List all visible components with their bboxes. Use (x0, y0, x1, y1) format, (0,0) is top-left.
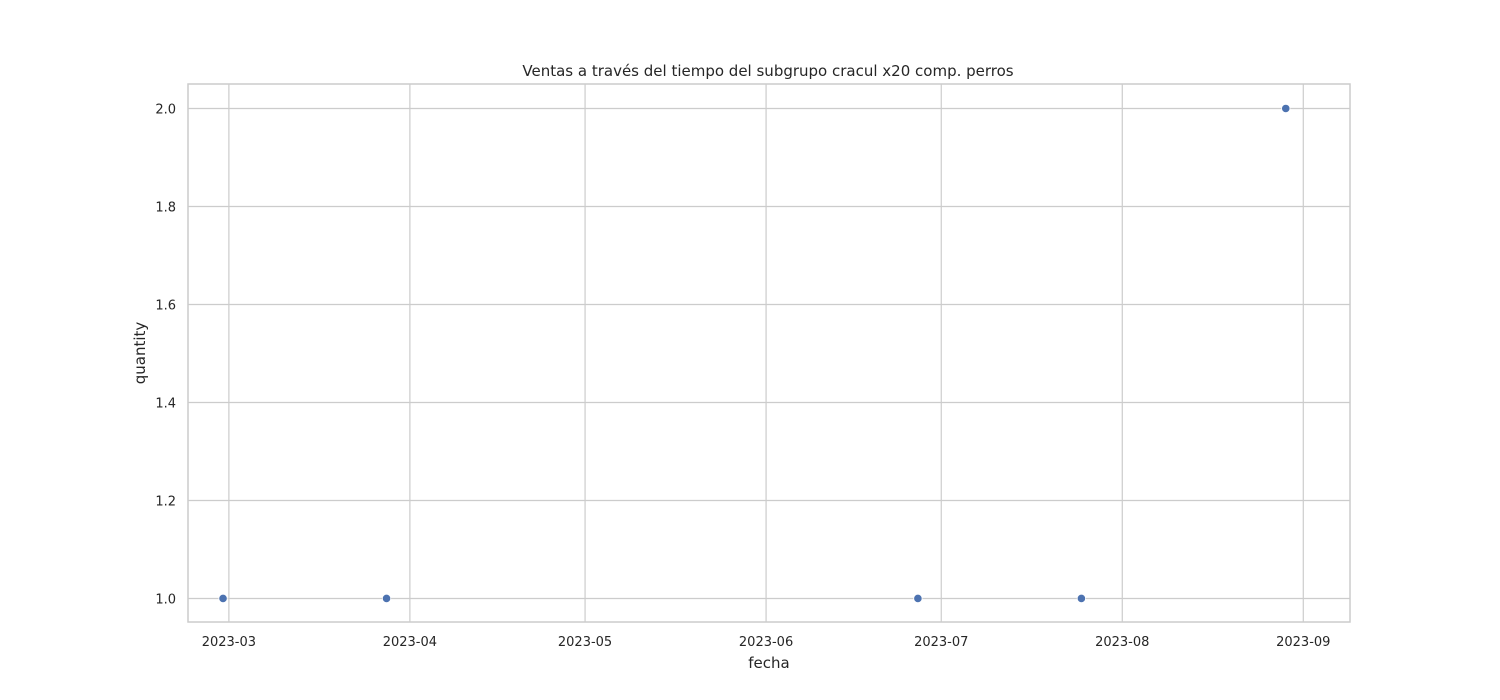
data-point (381, 593, 392, 604)
data-points (218, 103, 1291, 604)
y-tick-label: 1.4 (155, 396, 176, 411)
x-tick-label: 2023-08 (1095, 635, 1149, 650)
x-tick-label: 2023-07 (914, 635, 968, 650)
data-point (913, 593, 923, 604)
y-tick-label: 2.0 (155, 102, 176, 117)
x-tick-label: 2023-06 (739, 635, 793, 650)
y-tick-label: 1.2 (155, 494, 176, 509)
x-tick-label: 2023-03 (202, 635, 256, 650)
x-axis-label: fecha (748, 654, 789, 672)
x-tick-label: 2023-05 (558, 635, 612, 650)
y-tick-label: 1.8 (155, 200, 176, 215)
grid-lines (188, 84, 1350, 622)
y-tick-labels: 1.0 1.2 1.4 1.6 1.8 2.0 (155, 102, 176, 607)
data-point (1076, 593, 1086, 604)
y-tick-label: 1.6 (155, 298, 176, 313)
plot-frame (187, 83, 1351, 623)
data-point (218, 593, 228, 604)
y-axis-label: quantity (131, 322, 149, 385)
x-tick-labels: 2023-03 2023-04 2023-05 2023-06 2023-07 2023-… (202, 635, 1331, 650)
y-tick-label: 1.0 (155, 592, 176, 607)
chart-title: Ventas a través del tiempo del subgrupo … (522, 62, 1013, 80)
data-point (1281, 103, 1291, 114)
x-tick-label: 2023-09 (1276, 635, 1330, 650)
x-tick-label: 2023-04 (383, 635, 437, 650)
